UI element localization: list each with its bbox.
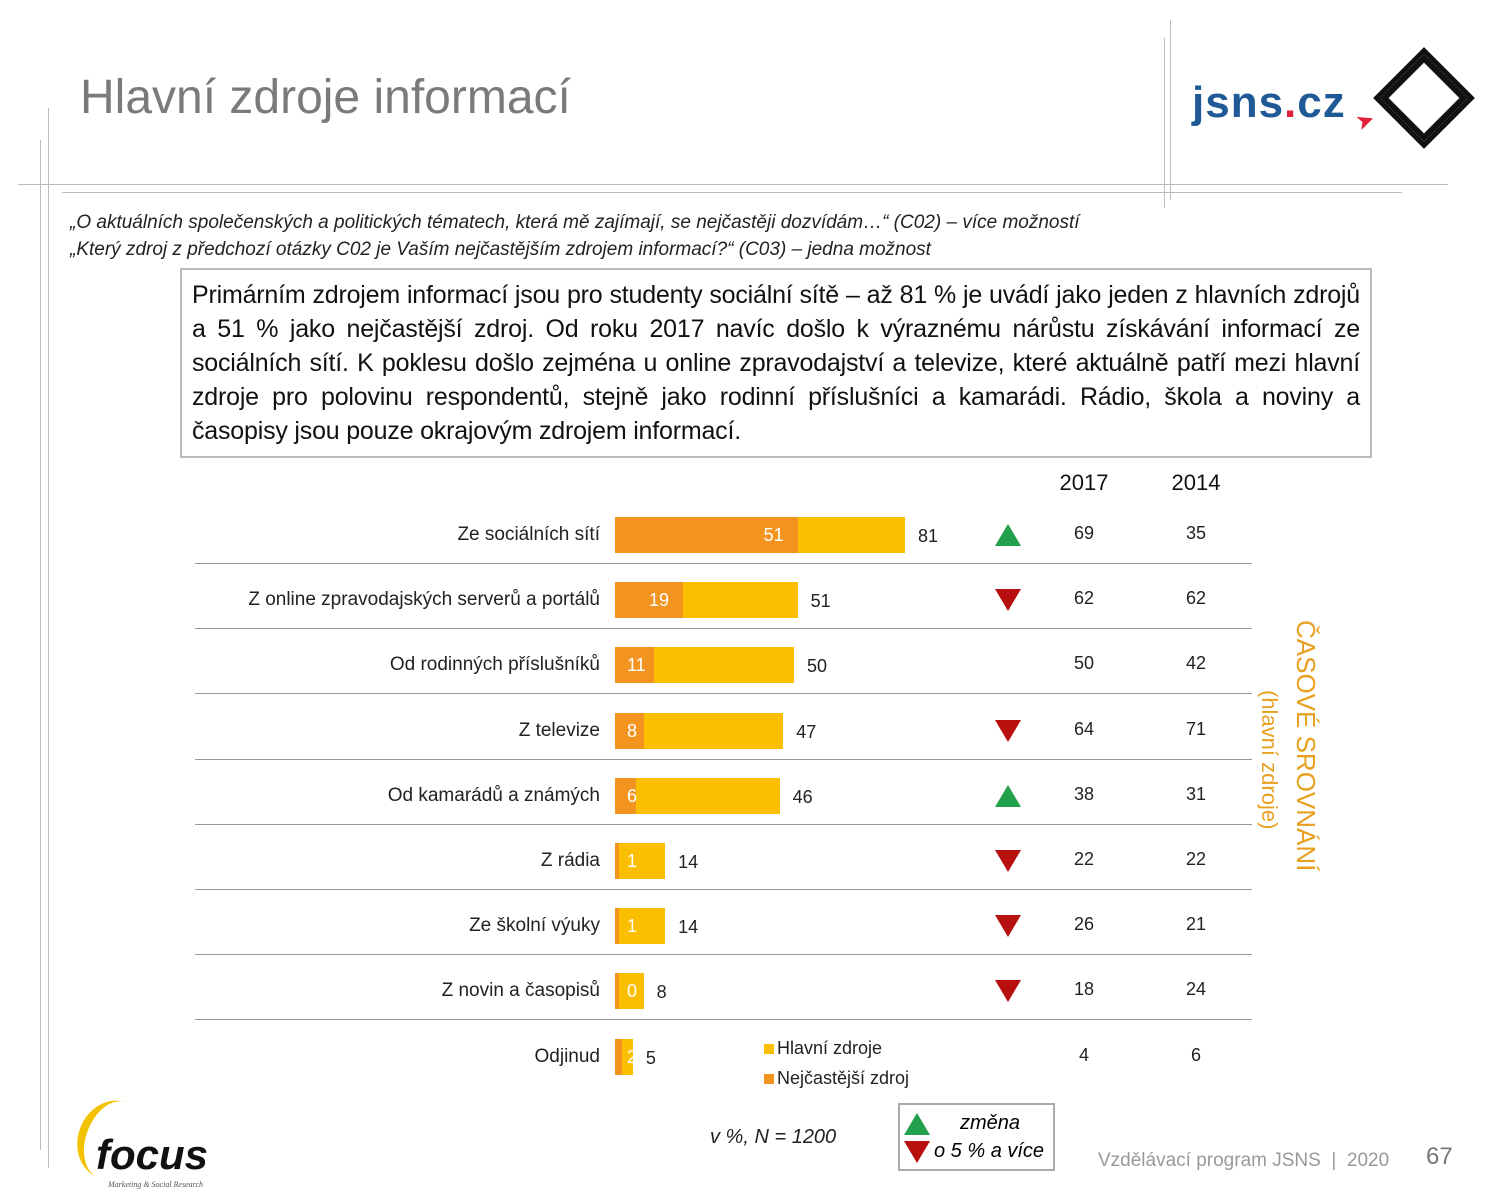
category-label: Ze sociálních sítí <box>457 524 600 545</box>
page-title: Hlavní zdroje informací <box>80 71 571 124</box>
value-2014: 31 <box>1185 783 1207 804</box>
time-comparison-label: ČASOVÉ SROVNÁNÍ (hlavní zdroje) <box>1240 620 1340 940</box>
value-2017: 22 <box>1073 849 1095 869</box>
value-2017: 62 <box>1073 588 1095 609</box>
down-triangle-icon <box>995 719 1021 742</box>
category-label: Z online zpravodajských serverů a portál… <box>248 589 600 611</box>
down-triangle-icon <box>995 589 1021 612</box>
bar-most <box>615 1038 623 1075</box>
legend-item-most: Nejčastější zdroj <box>764 1068 909 1089</box>
down-triangle-icon <box>995 980 1021 1003</box>
clovek-v-tisni-logo <box>1373 47 1475 149</box>
legend-item-main: Hlavní zdroje <box>764 1038 882 1059</box>
side-label: ČASOVÉ SROVNÁNÍ <box>1291 620 1321 872</box>
bar-most <box>615 647 655 684</box>
bar-main-label: 47 <box>796 721 817 742</box>
row-separator <box>195 563 1252 564</box>
bar-main-label: 5 <box>645 1047 656 1068</box>
question-c03: „Který zdroj z předchozí otázky C02 je V… <box>70 239 931 260</box>
value-2014: 62 <box>1185 588 1207 609</box>
bar-main <box>615 843 666 879</box>
bar-main-label: 46 <box>792 786 813 807</box>
bar-most-label: 6 <box>627 785 638 806</box>
bar-most-label: 8 <box>627 720 638 741</box>
bar-main <box>615 973 644 1010</box>
bar-most-label: 2 <box>627 1046 638 1067</box>
bar-most-label: 0 <box>627 981 638 1002</box>
bar-most-label: 11 <box>627 655 646 676</box>
bar-main <box>615 908 666 945</box>
bar-main <box>615 777 780 814</box>
side-sublabel: (hlavní zdroje) <box>1257 690 1282 830</box>
bar-most <box>615 517 798 553</box>
bar-main-label: 50 <box>807 656 828 677</box>
bar-main-label: 51 <box>810 591 831 612</box>
cursor-icon: ➤ <box>1352 105 1378 136</box>
up-triangle-icon <box>995 524 1021 546</box>
bar-most <box>615 712 644 749</box>
bar-main-label: 8 <box>656 982 667 1003</box>
value-2014: 42 <box>1185 653 1207 674</box>
value-2017: 64 <box>1073 718 1095 739</box>
value-2017: 4 <box>1078 1044 1089 1065</box>
bar-most <box>615 777 637 814</box>
row-separator <box>195 693 1252 695</box>
row-separator <box>195 954 1252 956</box>
bar-most <box>615 908 619 945</box>
bar-most-label: 1 <box>627 916 638 937</box>
bar-most-label: 19 <box>649 590 670 611</box>
jsns-logo: jsns.cz <box>1192 78 1346 127</box>
bar-main-label: 81 <box>917 526 938 546</box>
value-2014: 35 <box>1185 523 1207 543</box>
row-separator <box>195 758 1252 760</box>
value-2017: 18 <box>1073 979 1095 1000</box>
value-2014: 6 <box>1190 1044 1201 1065</box>
question-c02: „O aktuálních společenských a politickýc… <box>70 212 1080 233</box>
value-2014: 71 <box>1185 718 1207 739</box>
category-label: Z novin a časopisů <box>441 980 600 1002</box>
row-separator <box>195 823 1252 825</box>
year-header-2017: 2017 <box>1059 470 1109 495</box>
row-separator <box>195 889 1252 890</box>
category-label: Od kamarádů a známých <box>387 784 600 806</box>
up-triangle-icon <box>904 1113 930 1135</box>
category-label: Z televize <box>518 719 600 741</box>
value-2014: 21 <box>1185 914 1207 935</box>
category-label: Ze školní výuky <box>469 915 600 937</box>
sample-note: v %, N = 1200 <box>710 1126 837 1148</box>
value-2014: 24 <box>1185 979 1207 1000</box>
change-legend-line2: o 5 % a více <box>934 1140 1045 1162</box>
bar-most-label: 1 <box>627 851 638 871</box>
footer-program: Vzdělávací program JSNS | 2020 <box>1098 1150 1390 1171</box>
change-legend: změna o 5 % a více <box>898 1103 1055 1171</box>
down-triangle-icon <box>995 915 1021 938</box>
value-2017: 69 <box>1073 523 1095 543</box>
bar-most <box>615 582 684 619</box>
focus-logo: focus Marketing & Social Research <box>66 1090 228 1195</box>
up-triangle-icon <box>995 784 1021 807</box>
bar-most <box>615 843 619 879</box>
change-legend-line1: změna <box>960 1112 1021 1134</box>
bar-most <box>615 973 619 1010</box>
down-triangle-icon <box>995 850 1021 872</box>
category-label: Z rádia <box>540 850 600 871</box>
year-header-2014: 2014 <box>1171 470 1221 495</box>
bar-most-label: 51 <box>763 525 784 545</box>
row-separator <box>195 1019 1252 1021</box>
summary-box: Primárním zdrojem informací jsou pro stu… <box>180 268 1372 458</box>
page-number: 67 <box>1426 1143 1453 1170</box>
value-2017: 26 <box>1073 914 1095 935</box>
value-2017: 38 <box>1073 783 1095 804</box>
category-label: Od rodinných příslušníků <box>389 654 600 676</box>
row-separator <box>195 628 1252 630</box>
down-triangle-icon <box>904 1141 930 1163</box>
value-2017: 50 <box>1073 653 1095 674</box>
bar-main-label: 14 <box>678 917 699 938</box>
value-2014: 22 <box>1185 849 1207 869</box>
bar-main-label: 14 <box>678 852 699 872</box>
category-label: Odjinud <box>534 1045 601 1067</box>
